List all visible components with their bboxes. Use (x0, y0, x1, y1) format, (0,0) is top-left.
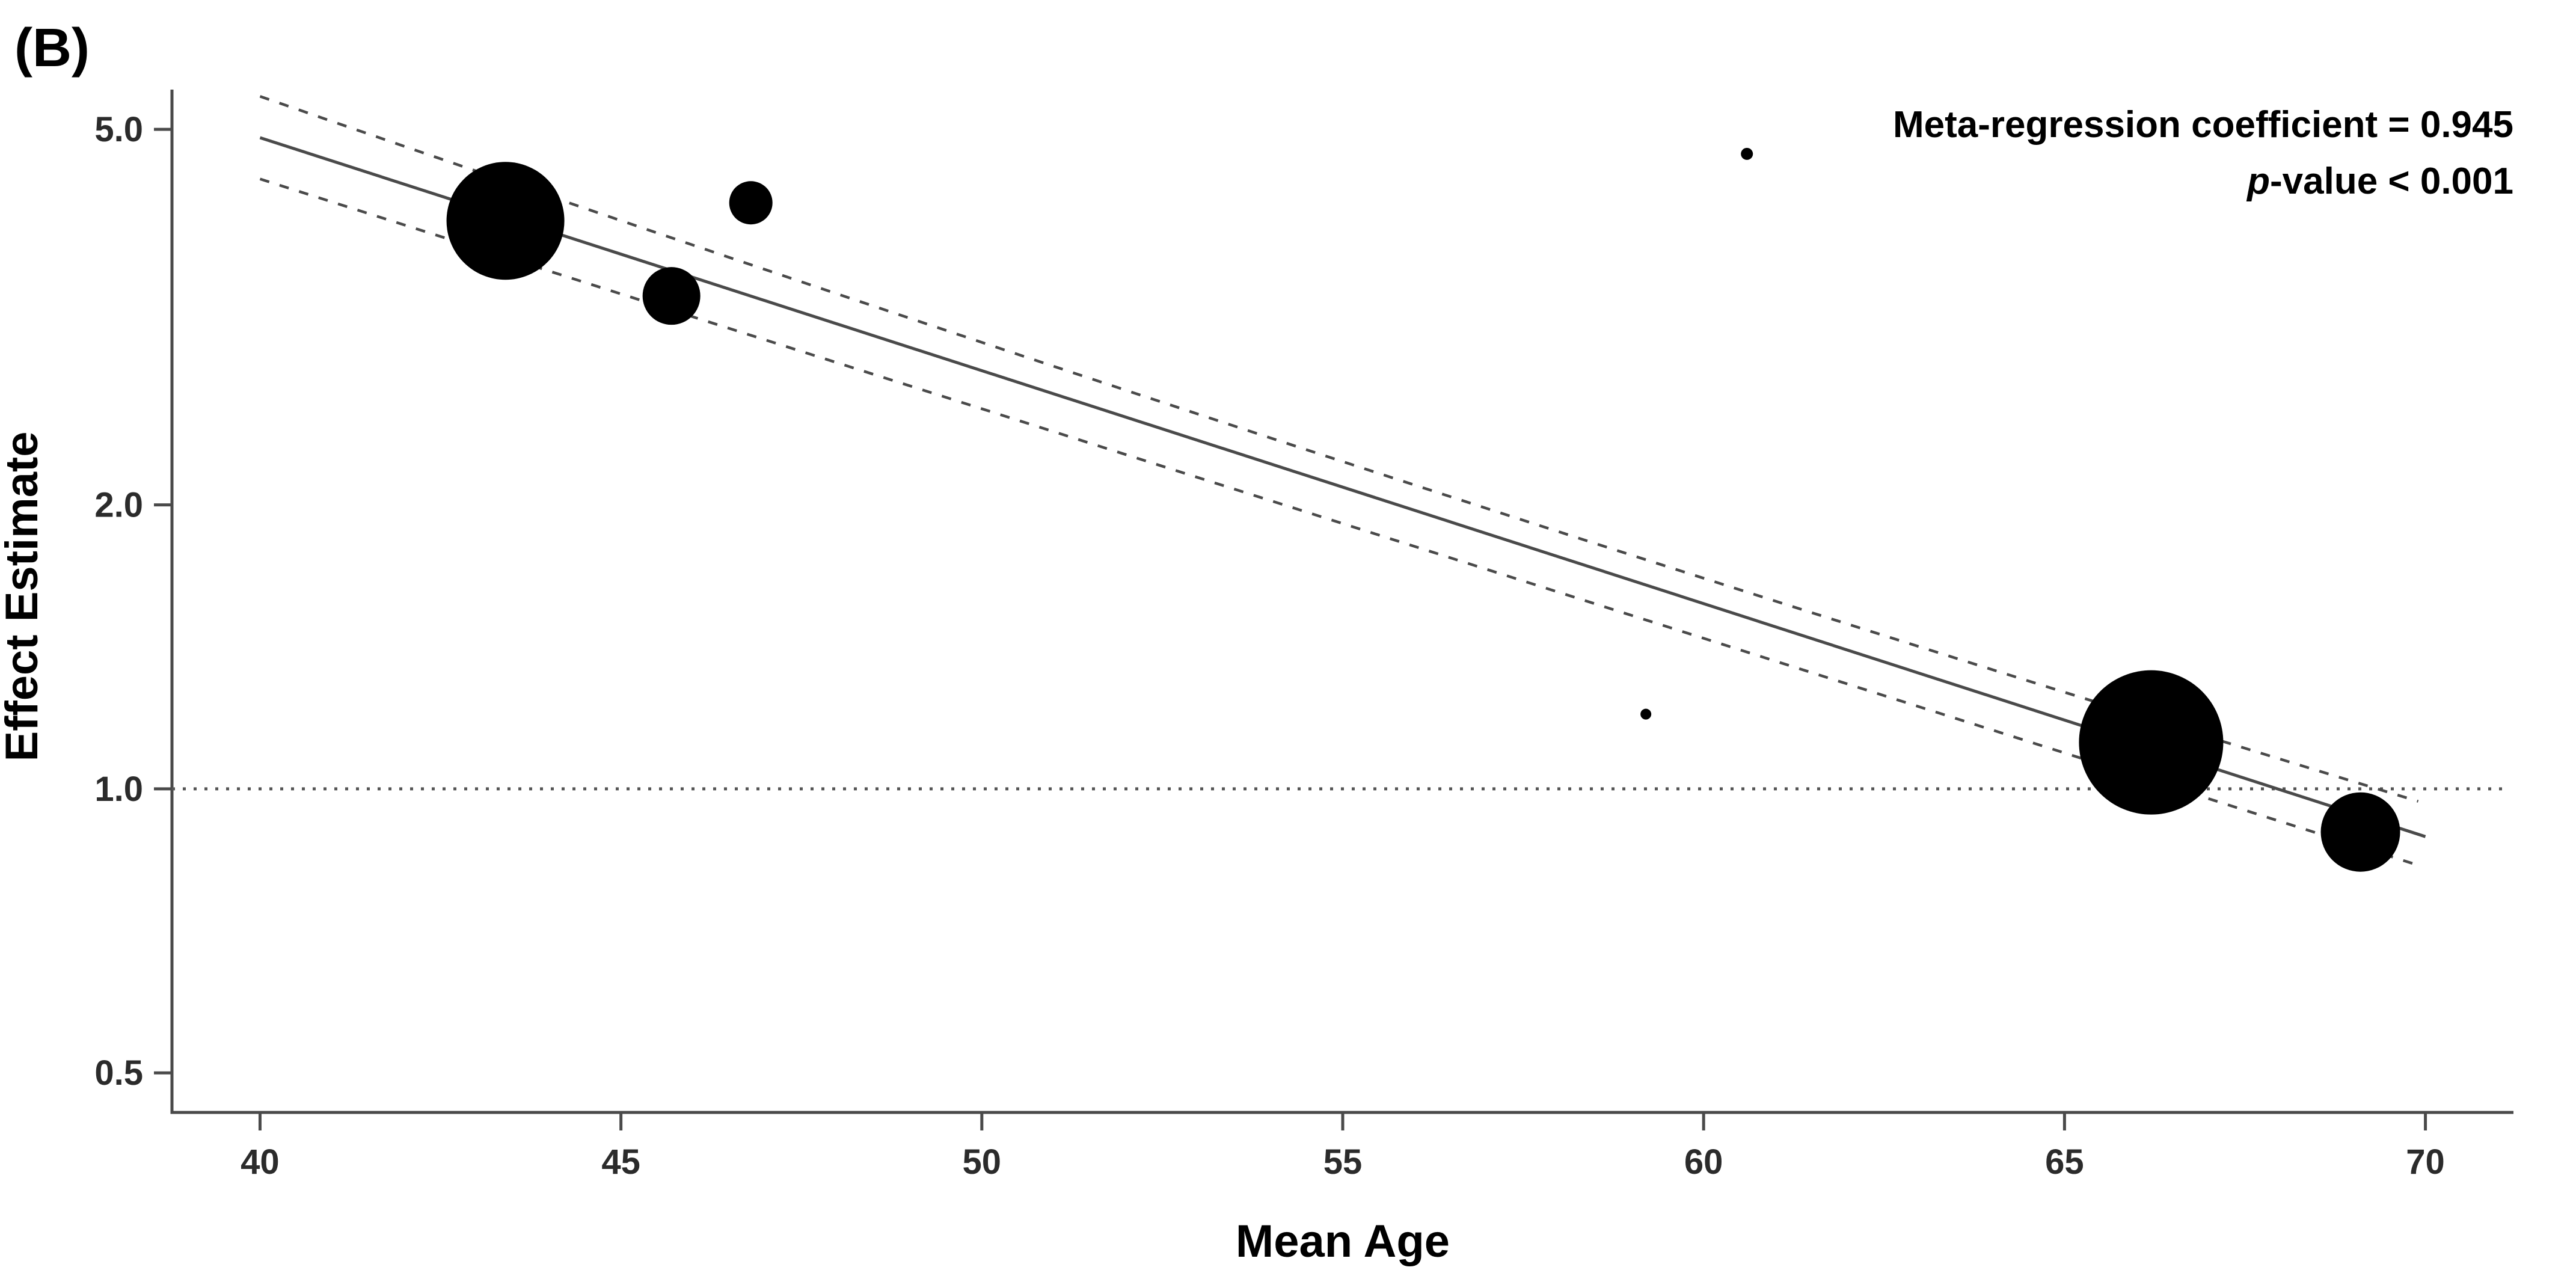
study-bubble (1741, 147, 1753, 160)
y-tick-label: 5.0 (94, 110, 143, 149)
plot-area: 5.0 2.0 1.0 0.5 40 45 50 55 60 65 70 (94, 90, 2513, 1182)
regression-line (259, 136, 2426, 838)
x-axis-title: Mean Age (1236, 1216, 1450, 1267)
ci-upper-dashed-line (259, 95, 2419, 803)
y-axis-title: Effect Estimate (0, 431, 48, 761)
panel-label: (B) (14, 18, 90, 78)
study-bubble (446, 162, 565, 280)
annotation-coefficient: Meta-regression coefficient = 0.945 (1893, 104, 2513, 146)
x-tick-label: 60 (1684, 1142, 1723, 1182)
study-bubble (642, 267, 701, 325)
x-tick-label: 50 (963, 1142, 1002, 1182)
study-bubble (1640, 708, 1652, 720)
y-tick-label: 1.0 (94, 770, 143, 809)
annotation-pvalue: p-value < 0.001 (2246, 161, 2513, 202)
x-tick-label: 55 (1323, 1142, 1363, 1182)
annotation-p-italic: p (2246, 161, 2270, 202)
x-tick-label: 45 (601, 1142, 640, 1182)
x-tick-label: 70 (2406, 1142, 2445, 1182)
y-tick-label: 2.0 (94, 486, 143, 525)
study-bubble (2320, 792, 2400, 872)
study-bubble (2079, 670, 2224, 815)
y-tick-label: 0.5 (94, 1053, 143, 1093)
study-bubble (729, 181, 773, 225)
x-tick-label: 65 (2045, 1142, 2084, 1182)
annotation-p-rest: -value < 0.001 (2270, 161, 2513, 202)
x-tick-label: 40 (241, 1142, 280, 1182)
